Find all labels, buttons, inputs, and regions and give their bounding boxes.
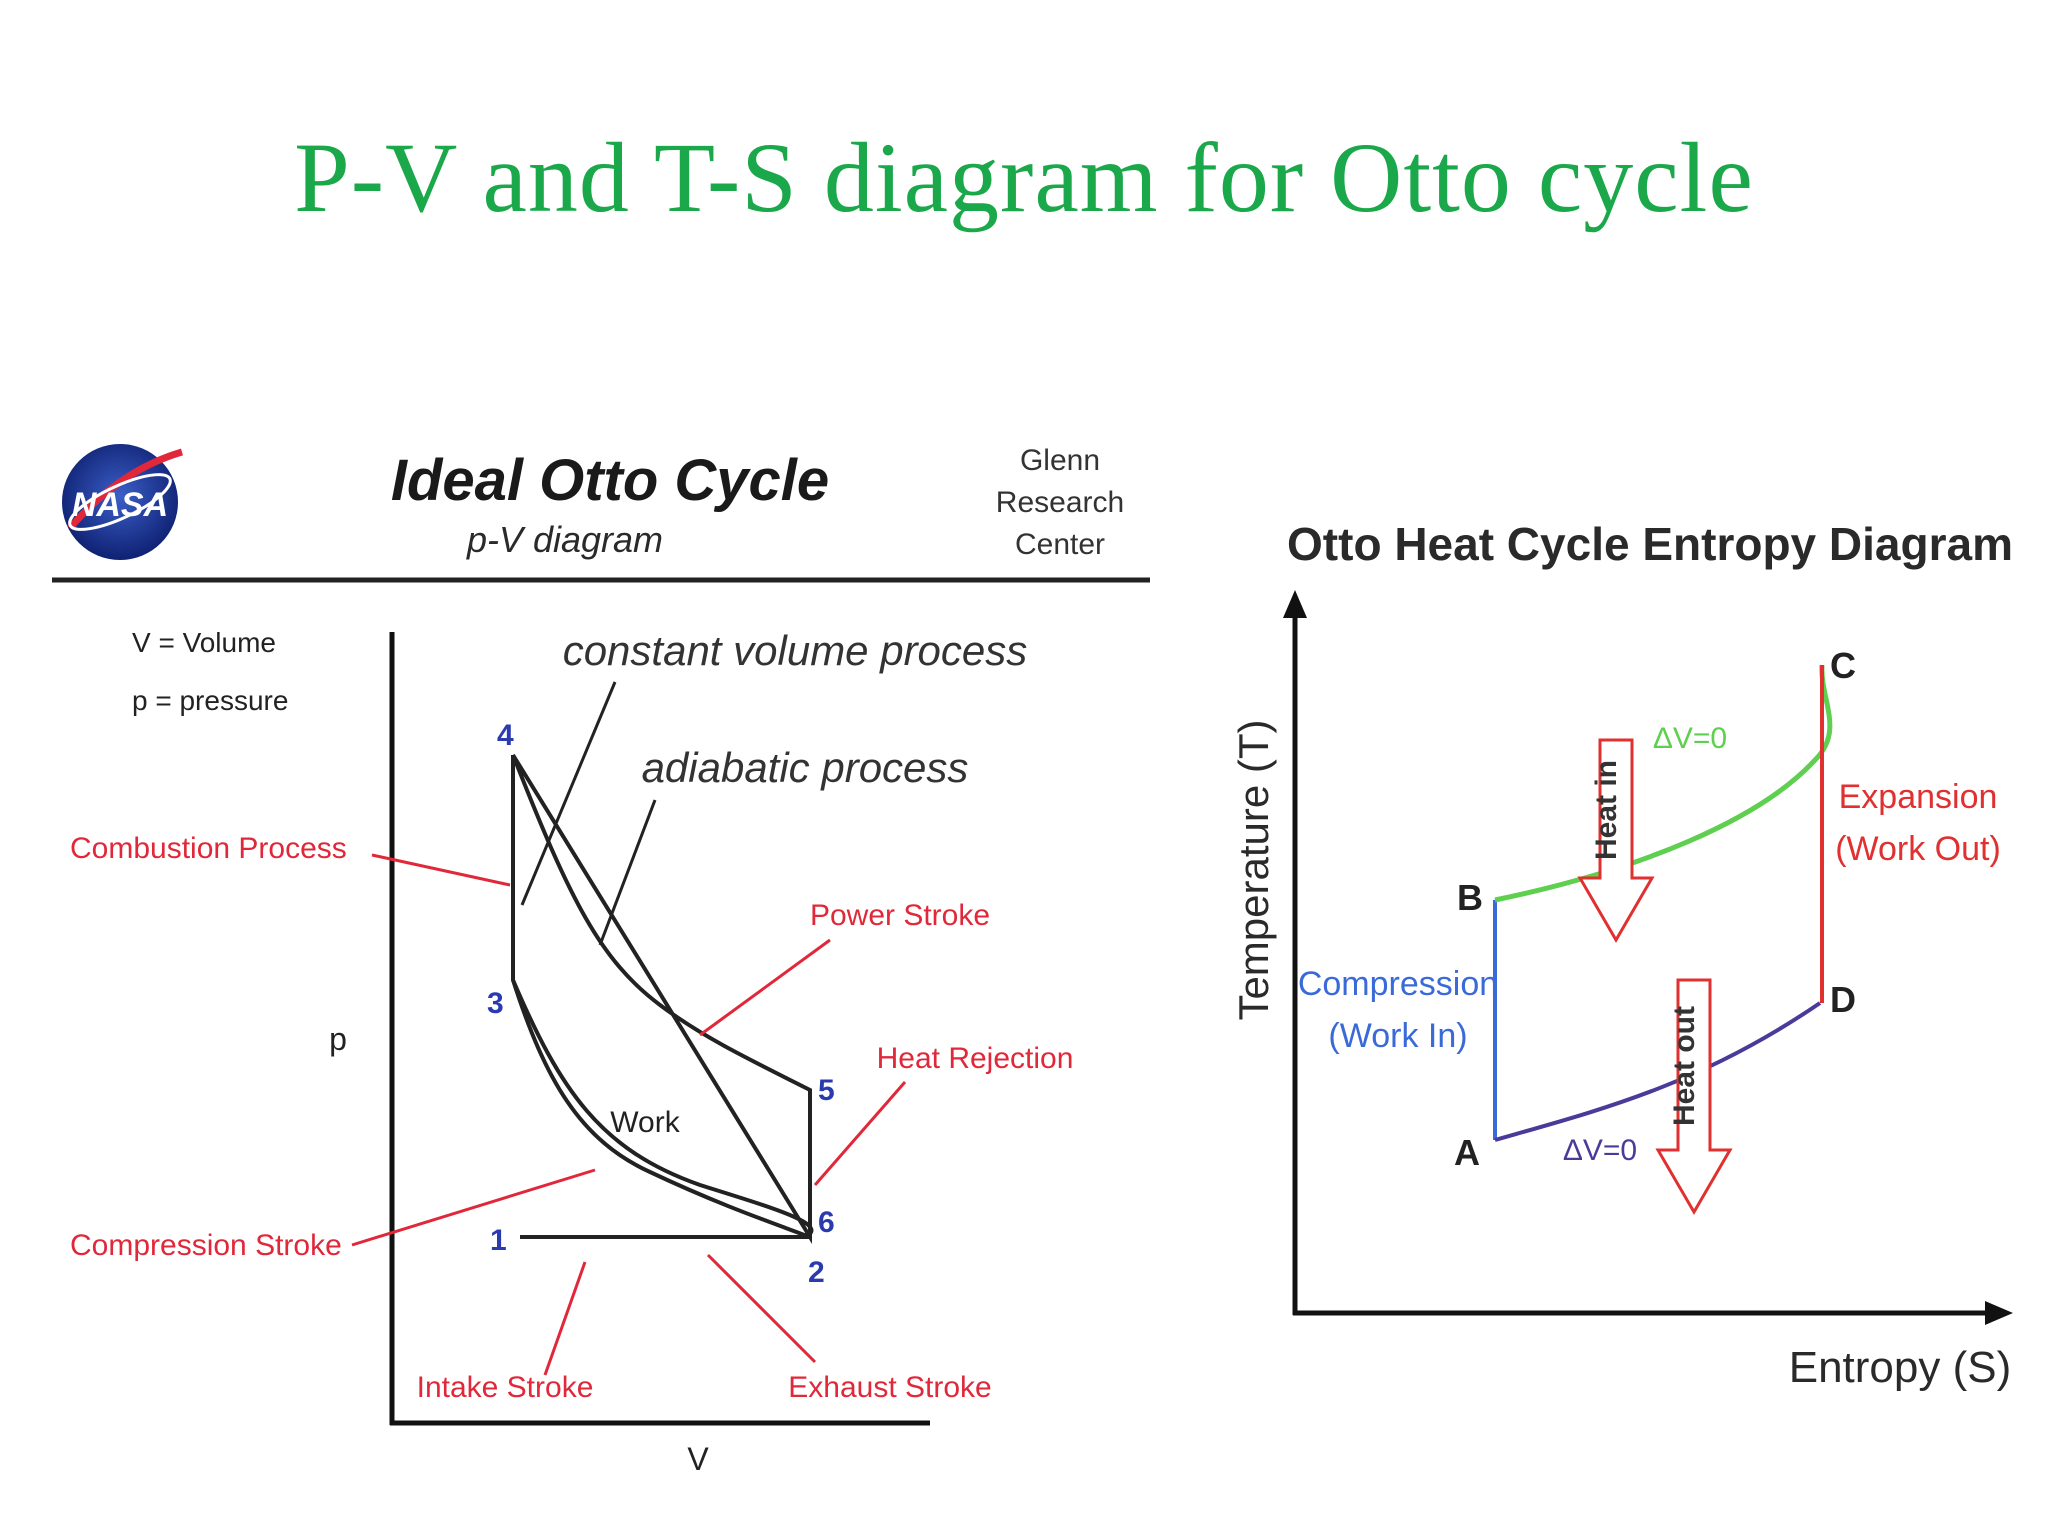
combustion-pointer [371, 853, 511, 887]
exhaust-label: Exhaust Stroke [788, 1371, 991, 1404]
ts-point-d: D [1830, 979, 1856, 1020]
compression-pointer [351, 1168, 596, 1247]
constant-volume-pointer [520, 681, 617, 906]
center-line-2: Research [996, 486, 1124, 519]
pv-diagram: NASA Ideal Otto Cycle p-V diagram Glenn … [52, 444, 1150, 1477]
heat-in-arrow-icon: Heat in [1577, 738, 1655, 943]
svg-text:NASA: NASA [72, 486, 168, 524]
adiabatic-pointer [598, 799, 657, 946]
ts-compression-sublabel: (Work In) [1328, 1017, 1467, 1055]
ts-y-arrow-icon [1283, 590, 1307, 618]
ts-point-c: C [1830, 645, 1856, 686]
heat-out-arrow-icon: Heat out [1655, 978, 1733, 1215]
ts-point-b: B [1457, 877, 1483, 918]
svg-text:Heat out: Heat out [1668, 1006, 1701, 1126]
pv-point-3: 3 [487, 987, 504, 1020]
nasa-logo-icon: NASA [62, 444, 183, 560]
ts-diagram: Otto Heat Cycle Entropy Diagram Temperat… [1230, 518, 2013, 1392]
pv-axis-x-label: V [687, 1441, 709, 1477]
ts-x-arrow-icon [1985, 1301, 2013, 1325]
ts-heat-rejection-curve [1494, 1001, 1822, 1142]
pv-point-1: 1 [490, 1224, 507, 1257]
pv-point-4: 4 [497, 719, 514, 752]
slide-title: P-V and T-S diagram for Otto cycle [294, 122, 1754, 233]
ts-compression-label: Compression [1298, 965, 1498, 1003]
ts-lower-dv-label: ΔV=0 [1563, 1134, 1637, 1167]
pv-point-2: 2 [808, 1256, 825, 1289]
exhaust-pointer [706, 1253, 817, 1364]
heat-rejection-label: Heat Rejection [877, 1042, 1074, 1075]
ts-upper-dv-label: ΔV=0 [1653, 722, 1727, 755]
legend-volume: V = Volume [132, 627, 276, 658]
pv-axis-y-label: p [329, 1021, 347, 1057]
ts-axis-y-label: Temperature (T) [1230, 719, 1277, 1020]
ts-axis-x-label: Entropy (S) [1789, 1343, 2012, 1392]
power-pointer [699, 938, 831, 1037]
compression-stroke-label: Compression Stroke [70, 1229, 342, 1262]
intake-pointer [543, 1261, 587, 1376]
ts-expansion-sublabel: (Work Out) [1835, 830, 2001, 868]
pv-cycle-curve [511, 753, 814, 1245]
pv-compression-curve [511, 979, 811, 1239]
center-line-3: Center [1015, 528, 1105, 561]
pv-work-label: Work [610, 1106, 680, 1139]
ts-title: Otto Heat Cycle Entropy Diagram [1287, 518, 2013, 570]
legend-pressure: p = pressure [132, 685, 288, 716]
pv-point-5: 5 [818, 1074, 835, 1107]
combustion-label: Combustion Process [70, 832, 347, 865]
svg-text:Heat in: Heat in [1590, 760, 1623, 860]
power-label: Power Stroke [810, 899, 990, 932]
constant-volume-label: constant volume process [563, 627, 1028, 674]
ts-heat-addition-curve [1494, 664, 1833, 903]
ts-expansion-label: Expansion [1839, 778, 1998, 816]
pv-title: Ideal Otto Cycle [391, 448, 829, 513]
pv-point-6: 6 [818, 1206, 835, 1239]
adiabatic-label: adiabatic process [642, 744, 969, 791]
center-line-1: Glenn [1020, 444, 1100, 477]
heat-rejection-pointer [813, 1081, 907, 1186]
intake-label: Intake Stroke [417, 1371, 594, 1404]
ts-point-a: A [1454, 1132, 1480, 1173]
pv-subtitle: p-V diagram [466, 519, 663, 560]
